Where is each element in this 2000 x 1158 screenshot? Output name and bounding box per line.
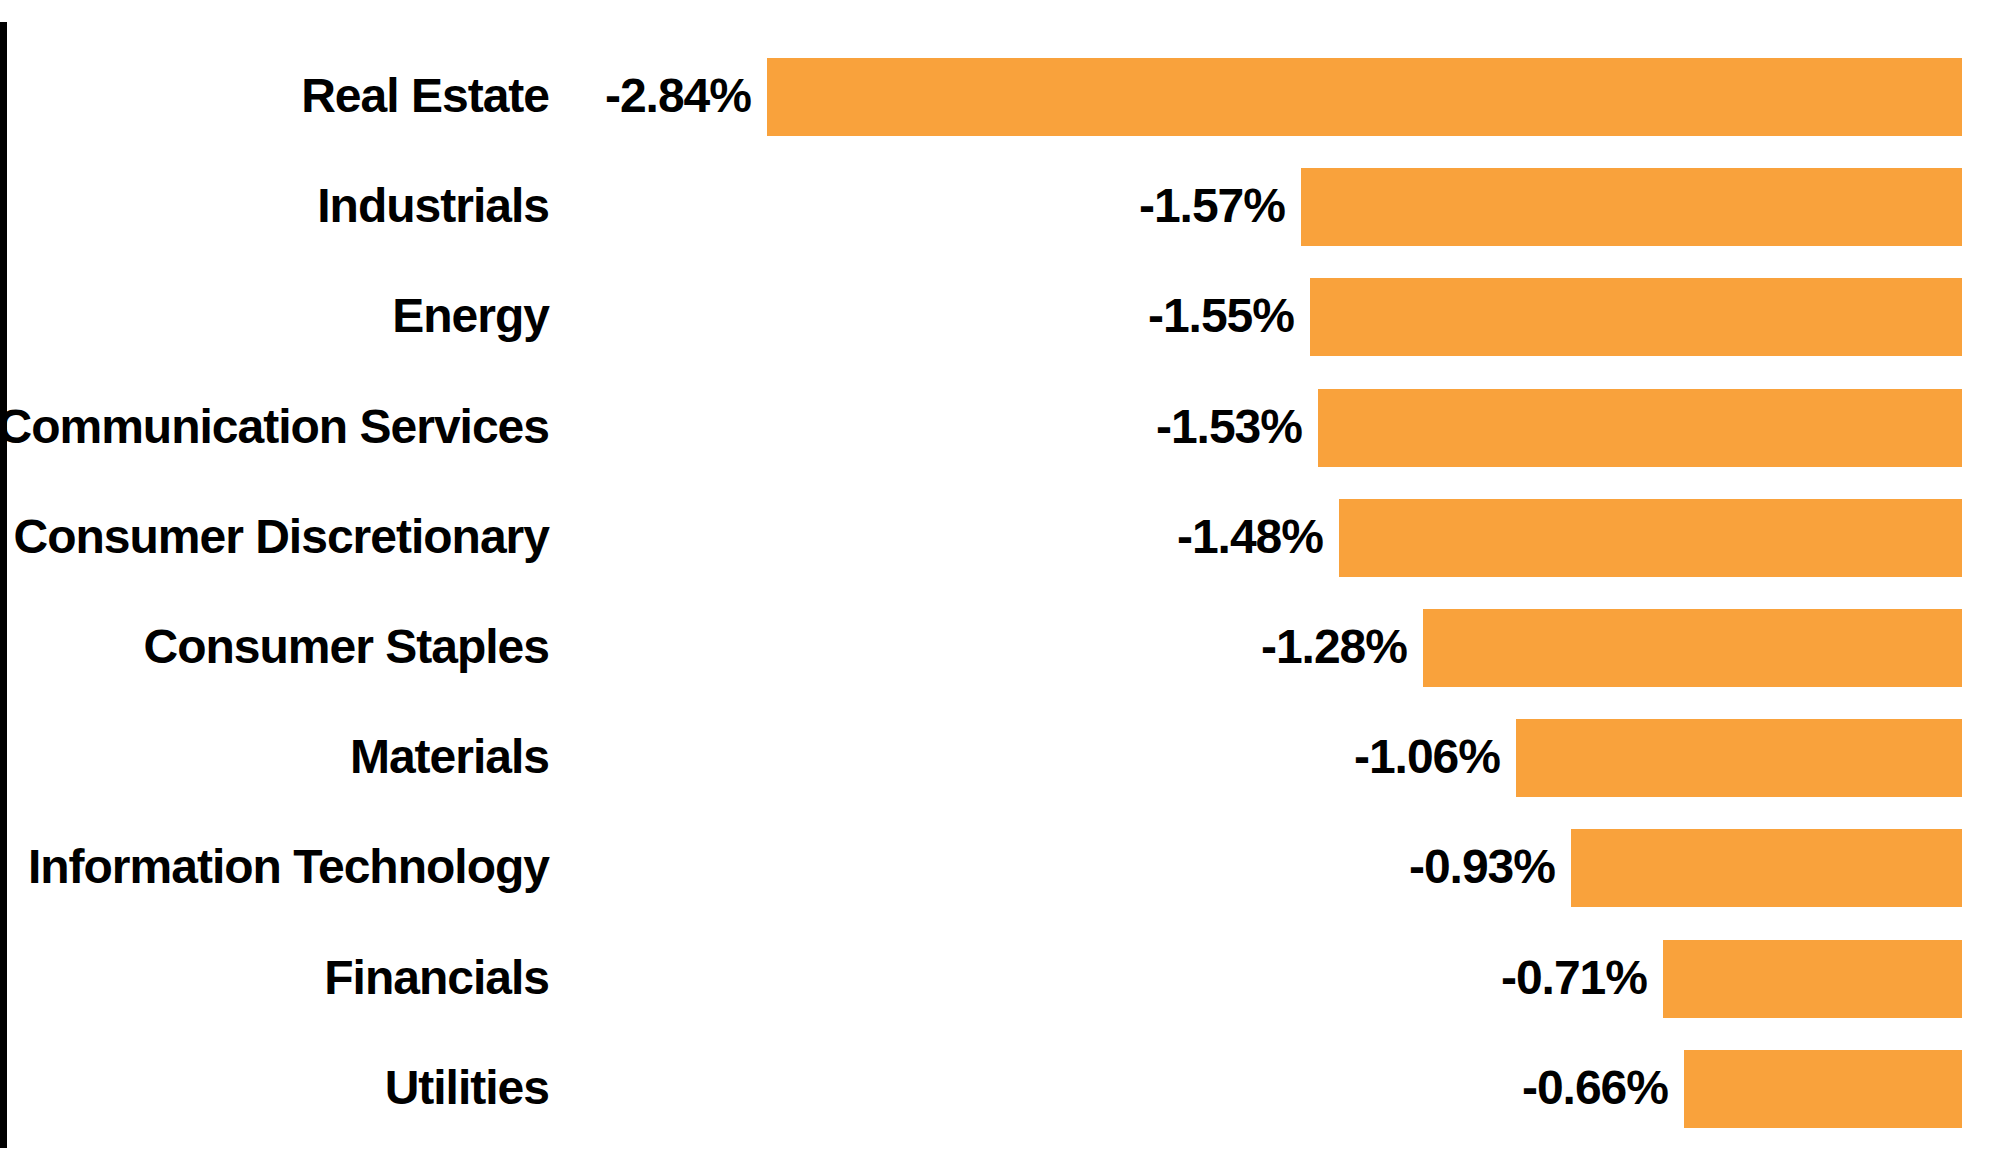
bar [1339, 499, 1962, 577]
value-label: -0.71% [1501, 940, 1647, 1018]
category-label: Energy [392, 278, 549, 356]
value-label: -1.06% [1354, 719, 1500, 797]
category-label: Materials [350, 719, 549, 797]
category-label: Communication Services [0, 389, 549, 467]
bar [1516, 719, 1962, 797]
bar [1423, 609, 1962, 687]
category-label: Real Estate [301, 58, 549, 136]
category-label: Industrials [317, 168, 549, 246]
value-label: -1.53% [1156, 389, 1302, 467]
category-label: Consumer Staples [144, 609, 549, 687]
bar [767, 58, 1962, 136]
bar-row: Industrials -1.57% [0, 168, 2000, 246]
value-label: -1.48% [1177, 499, 1323, 577]
bar-row: Consumer Discretionary -1.48% [0, 499, 2000, 577]
bar-row: Utilities -0.66% [0, 1050, 2000, 1128]
category-label: Utilities [385, 1050, 549, 1128]
bar [1301, 168, 1962, 246]
bar [1663, 940, 1962, 1018]
bar-row: Materials -1.06% [0, 719, 2000, 797]
value-label: -0.93% [1409, 829, 1555, 907]
bar-row: Information Technology -0.93% [0, 829, 2000, 907]
bar [1318, 389, 1962, 467]
bar [1571, 829, 1962, 907]
value-label: -2.84% [605, 58, 751, 136]
bar-row: Real Estate -2.84% [0, 58, 2000, 136]
bar-row: Energy -1.55% [0, 278, 2000, 356]
category-label: Consumer Discretionary [13, 499, 549, 577]
bar [1310, 278, 1962, 356]
value-label: -1.57% [1139, 168, 1285, 246]
value-label: -1.55% [1148, 278, 1294, 356]
category-label: Financials [324, 940, 549, 1018]
value-label: -1.28% [1261, 609, 1407, 687]
bar-row: Communication Services -1.53% [0, 389, 2000, 467]
category-label: Information Technology [28, 829, 549, 907]
bar-row: Consumer Staples -1.28% [0, 609, 2000, 687]
bar-row: Financials -0.71% [0, 940, 2000, 1018]
sector-performance-chart: Real Estate -2.84% Industrials -1.57% Energy… [0, 0, 2000, 1158]
value-label: -0.66% [1522, 1050, 1668, 1128]
bar [1684, 1050, 1962, 1128]
